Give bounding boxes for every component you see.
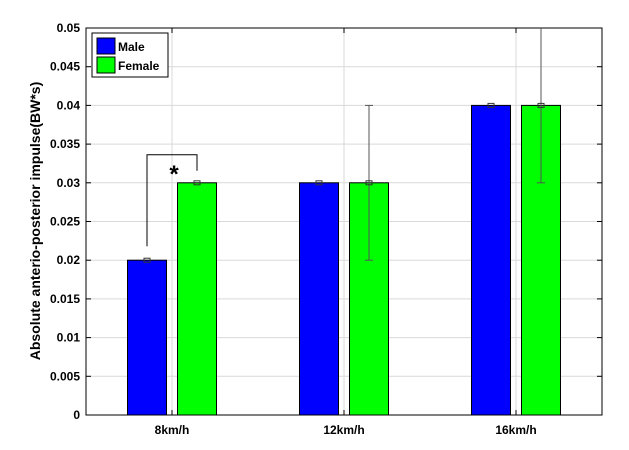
y-tick-label: 0.005 (50, 369, 80, 383)
y-tick-label: 0.01 (57, 331, 81, 345)
y-tick-label: 0.02 (57, 253, 81, 267)
bar-female (177, 182, 217, 416)
legend-label-male: Male (118, 40, 145, 54)
y-tick-label: 0.05 (57, 21, 81, 35)
y-tick-label: 0.025 (50, 215, 80, 229)
y-axis-label: Absolute anterio-posterior impulse(BW*s) (27, 82, 43, 360)
legend-swatch-female (96, 56, 116, 74)
x-axis: 8km/h 12km/h 16km/h (155, 28, 537, 437)
x-tick-label: 12km/h (323, 423, 364, 437)
grid-lines (86, 28, 602, 415)
x-tick-label: 8km/h (155, 423, 190, 437)
mean-marker (143, 257, 151, 263)
mean-marker (487, 102, 495, 108)
bar-male (299, 182, 339, 416)
y-tick-label: 0.015 (50, 292, 80, 306)
legend-swatch-male (96, 37, 116, 55)
bar-male (471, 104, 511, 416)
mean-marker (537, 102, 545, 108)
mean-marker (365, 180, 373, 186)
bars-group (127, 28, 561, 416)
bar-male (127, 259, 167, 416)
mean-marker (193, 180, 201, 186)
y-tick-label: 0.03 (57, 176, 81, 190)
y-tick-label: 0.04 (57, 98, 81, 112)
x-tick-label: 16km/h (495, 423, 536, 437)
legend-label-female: Female (118, 59, 160, 73)
significance-star: * (169, 161, 179, 188)
y-tick-label: 0.035 (50, 137, 80, 151)
legend: Male Female (91, 32, 169, 78)
y-tick-label: 0.045 (50, 60, 80, 74)
mean-marker (315, 180, 323, 186)
significance-bracket (146, 154, 198, 247)
y-tick-label: 0 (73, 408, 80, 422)
significance-annotation: * (146, 154, 198, 247)
y-axis: 0 0.005 0.01 0.015 0.02 0.025 0.03 0.035 0.04 0.0… (50, 21, 602, 422)
